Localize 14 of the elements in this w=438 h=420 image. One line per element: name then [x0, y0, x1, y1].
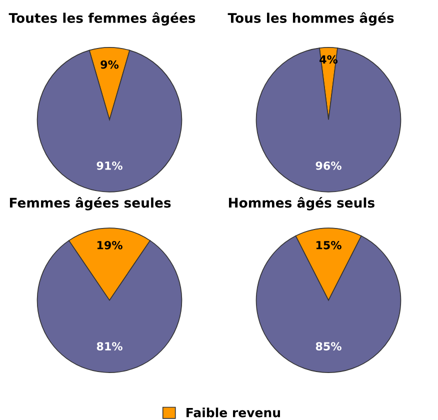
data-label: 9%	[100, 60, 119, 69]
chart-title: Hommes âgés seuls	[228, 197, 374, 210]
data-label: 96%	[316, 161, 342, 170]
data-label: 81%	[96, 342, 122, 350]
pie-slice	[36, 50, 182, 192]
data-label: 85%	[316, 342, 342, 350]
chart-title: Femmes âgées seules	[10, 197, 171, 210]
data-label: 15%	[316, 240, 342, 250]
legend-label: Faible revenu	[186, 408, 280, 418]
chart-title: Toutes les femmes âgées	[8, 12, 196, 26]
chart-title: Tous les hommes âgés	[228, 12, 394, 26]
data-label: 19%	[97, 240, 122, 250]
pie-slice	[256, 48, 402, 192]
data-label: 91%	[96, 161, 122, 170]
